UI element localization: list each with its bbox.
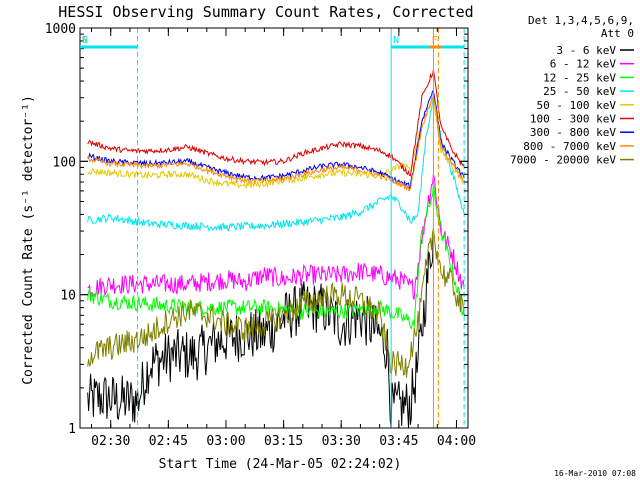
- chart-title: HESSI Observing Summary Count Rates, Cor…: [58, 3, 473, 21]
- series-line-1: [87, 231, 434, 428]
- series-line-3: [87, 183, 465, 330]
- legend-entry-6: 100 - 300 keV: [530, 113, 616, 126]
- legend-header-1: Det 1,3,4,5,6,9,: [528, 14, 634, 27]
- legend-entry-3: 12 - 25 keV: [543, 71, 616, 84]
- x-tick-label-1: 02:30: [91, 434, 130, 449]
- legend-entry-5: 50 - 100 keV: [537, 99, 617, 112]
- series-line-6: [87, 69, 465, 177]
- x-tick-label-2: 02:45: [149, 434, 188, 449]
- legend-entry-2: 6 - 12 keV: [550, 58, 617, 71]
- legend-entry-7: 300 - 800 keV: [530, 126, 616, 139]
- legend-entry-9: 7000 - 20000 keV: [510, 154, 616, 167]
- y-axis-label: Corrected Count Rate (s⁻¹ detector⁻¹): [21, 95, 36, 385]
- x-tick-label-5: 03:30: [322, 434, 361, 449]
- x-axis: 02:30 02:45 03:00 03:15 03:30 03:45 04:00: [91, 28, 476, 449]
- x-tick-label-3: 03:00: [206, 434, 245, 449]
- y-tick-label-3: 100: [53, 155, 76, 170]
- y-tick-label-2: 10: [60, 289, 76, 304]
- series-line-2: [87, 174, 465, 301]
- flag-bars: SN N F: [80, 35, 465, 49]
- legend-entry-1: 3 - 6 keV: [556, 44, 616, 57]
- y-tick-label-4: 1000: [45, 22, 76, 37]
- series-line-8: [87, 94, 465, 192]
- legend-entry-4: 25 - 50 keV: [543, 85, 616, 98]
- x-tick-label-7: 04:00: [437, 434, 476, 449]
- generated-timestamp: 16-Mar-2010 07:08: [554, 469, 636, 478]
- x-axis-label: Start Time (24-Mar-05 02:24:02): [159, 457, 402, 472]
- flag-label-2: N: [82, 35, 88, 46]
- plot-frame: [79, 27, 469, 429]
- y-axis: 1 10 100 1000: [45, 22, 468, 437]
- x-tick-label-6: 03:45: [379, 434, 418, 449]
- series-line-7: [87, 90, 465, 190]
- legend-header-2: Att 0: [601, 27, 634, 40]
- series-line-9: [87, 228, 465, 378]
- legend-entry-8: 800 - 7000 keV: [523, 140, 616, 153]
- x-tick-label-4: 03:15: [264, 434, 303, 449]
- y-tick-label-1: 1: [68, 422, 76, 437]
- series-line-4: [87, 94, 465, 232]
- flag-label-3: N: [393, 35, 399, 46]
- flag-label-4: F: [432, 35, 438, 46]
- flag-label-1: S: [82, 35, 88, 46]
